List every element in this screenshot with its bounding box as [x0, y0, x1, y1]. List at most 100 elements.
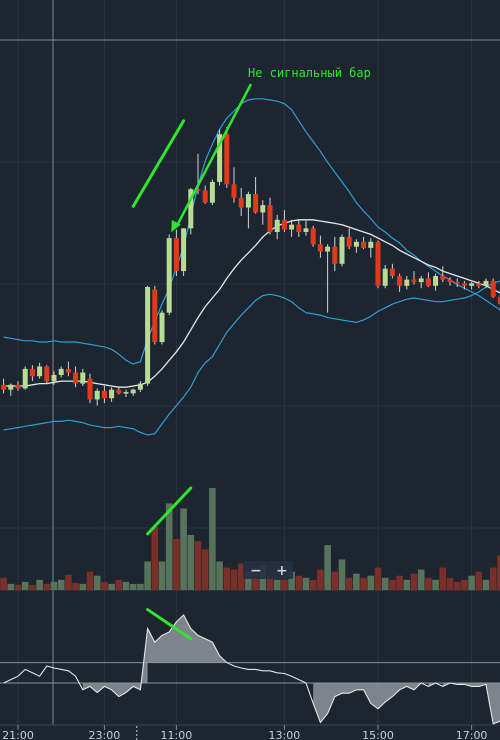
candle-body-28 — [202, 190, 208, 203]
volume-bar-61 — [439, 567, 447, 590]
zoom-in-button[interactable]: + — [276, 563, 288, 579]
volume-bar-7 — [50, 581, 58, 590]
candle-body-61 — [440, 276, 446, 280]
volume-bar-4 — [29, 584, 36, 590]
candle-body-59 — [425, 278, 431, 286]
volume-bar-31 — [223, 567, 231, 590]
volume-bar-22 — [158, 561, 166, 590]
volume-bar-9 — [65, 574, 72, 590]
volume-bar-66 — [475, 571, 483, 590]
candle-body-7 — [51, 375, 57, 382]
volume-bar-48 — [345, 577, 353, 590]
candle-8 — [58, 366, 64, 378]
candle-body-66 — [476, 283, 482, 286]
candle-20 — [145, 285, 151, 386]
zoom-controls-background — [243, 561, 293, 579]
volume-bar-12 — [86, 571, 94, 590]
candle-67 — [483, 278, 489, 289]
candle-body-4 — [29, 368, 35, 377]
annotation-arrow-head — [171, 220, 181, 233]
volume-bar-62 — [446, 577, 454, 590]
candle-body-26 — [188, 189, 194, 229]
candle-69 — [497, 289, 500, 311]
volume-bar-69 — [497, 555, 500, 590]
candle-body-12 — [87, 378, 93, 400]
candle-53 — [382, 265, 388, 289]
candle-body-50 — [361, 241, 367, 248]
volume-bar-57 — [410, 573, 418, 590]
volume-bar-0 — [0, 577, 7, 590]
candle-body-60 — [433, 276, 439, 286]
candle-11 — [80, 368, 86, 386]
candle-body-35 — [253, 194, 259, 213]
candle-body-6 — [44, 366, 50, 382]
candle-39 — [281, 210, 287, 232]
volume-bar-11 — [79, 583, 87, 590]
candle-52 — [375, 240, 381, 289]
volume-bar-40 — [288, 571, 295, 590]
x-tick-label-4: 15:00 — [362, 729, 394, 740]
candle-57 — [411, 271, 417, 285]
candle-body-25 — [181, 228, 187, 272]
candle-43 — [310, 225, 316, 247]
candle-35 — [253, 177, 259, 214]
volume-bar-14 — [101, 581, 108, 590]
annotation-text: Не сигнальный бар — [248, 66, 371, 80]
candle-7 — [51, 371, 57, 385]
volume-bar-42 — [302, 577, 310, 590]
annotations-layer: Не сигнальный бар — [131, 66, 371, 641]
volume-bar-32 — [230, 569, 238, 590]
candle-50 — [361, 236, 367, 250]
candle-12 — [87, 373, 93, 404]
candle-body-0 — [1, 384, 7, 390]
candle-38 — [274, 214, 280, 240]
candle-body-8 — [58, 368, 64, 375]
candle-body-19 — [137, 383, 143, 390]
candle-49 — [353, 239, 359, 253]
candle-body-33 — [238, 197, 244, 208]
volume-bar-3 — [21, 581, 29, 590]
candle-body-5 — [37, 366, 43, 377]
volume-bar-25 — [180, 508, 187, 590]
candle-body-55 — [397, 276, 403, 286]
volume-bar-17 — [122, 581, 130, 590]
candle-body-52 — [375, 241, 381, 286]
candle-31 — [224, 126, 230, 188]
volume-bar-8 — [57, 579, 65, 590]
candle-0 — [1, 378, 7, 394]
volume-bar-15 — [108, 583, 115, 590]
volume-bar-6 — [43, 583, 51, 590]
bollinger-lower-line — [3, 280, 500, 436]
volume-bar-38 — [273, 579, 281, 590]
oscillator-line — [3, 614, 500, 725]
candle-68 — [490, 278, 496, 298]
volume-bar-33 — [237, 563, 245, 590]
volume-bar-23 — [165, 503, 173, 590]
zoom-out-button[interactable]: − — [250, 563, 262, 579]
volume-bar-46 — [331, 571, 339, 590]
volume-bar-24 — [173, 539, 180, 590]
candle-body-27 — [195, 189, 201, 191]
oscillator-overbought-fill — [147, 615, 227, 663]
candle-body-13 — [94, 390, 100, 400]
candle-body-30 — [217, 134, 223, 182]
volume-bar-53 — [381, 577, 389, 590]
candle-14 — [101, 386, 107, 404]
candle-5 — [37, 362, 43, 379]
candle-body-32 — [231, 184, 237, 198]
candle-3 — [22, 366, 28, 390]
volume-bar-39 — [281, 579, 288, 590]
candle-body-24 — [173, 238, 179, 272]
candle-18 — [130, 388, 136, 396]
candle-13 — [94, 388, 100, 406]
candle-body-14 — [101, 390, 107, 399]
candle-body-42 — [303, 228, 309, 232]
candle-body-18 — [130, 389, 136, 394]
candle-body-2 — [15, 384, 21, 389]
candle-body-65 — [469, 283, 475, 286]
candle-body-63 — [454, 282, 460, 284]
volume-bar-30 — [216, 561, 223, 590]
candle-body-58 — [418, 278, 424, 283]
volume-bar-56 — [403, 579, 411, 590]
